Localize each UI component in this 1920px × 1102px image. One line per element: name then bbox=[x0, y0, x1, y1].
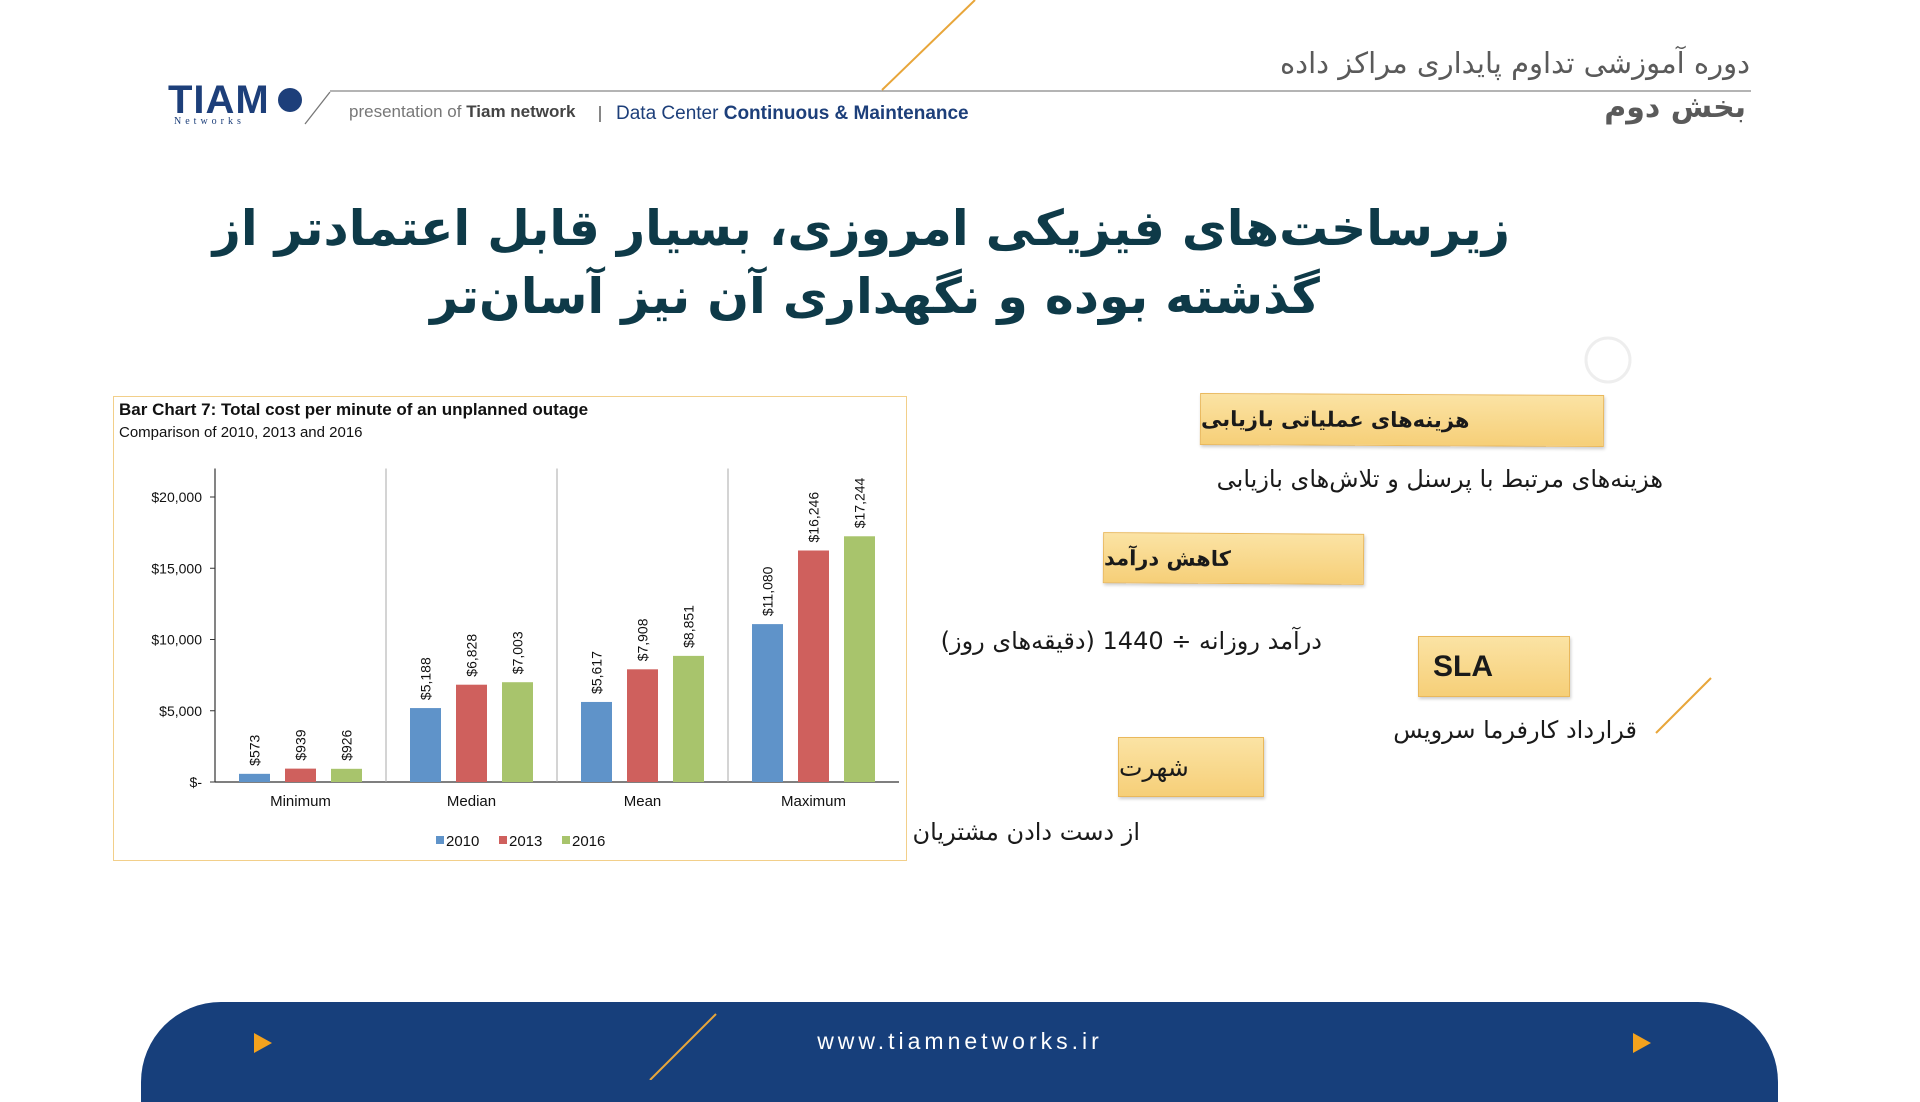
data-label: $11,080 bbox=[760, 566, 776, 616]
data-label: $17,244 bbox=[852, 477, 868, 528]
slide-title: گذشته بوده و نگهداری آن نیز آسان‌تر bbox=[430, 268, 1320, 325]
chart-title: Bar Chart 7: Total cost per minute of an… bbox=[119, 400, 588, 419]
accent-line bbox=[649, 1013, 717, 1080]
data-label: $926 bbox=[339, 729, 355, 760]
data-label: $7,003 bbox=[510, 631, 526, 674]
logo-text: TIAM bbox=[168, 78, 270, 122]
logo-globe bbox=[278, 88, 302, 112]
topic-light: Data Center bbox=[616, 103, 719, 124]
bar bbox=[239, 773, 270, 782]
presentation-of: presentation of Tiam network bbox=[349, 102, 575, 122]
accent-line bbox=[1655, 677, 1712, 734]
presentation-label: presentation of bbox=[349, 102, 462, 121]
card-text: هزینه‌های مرتبط با پرسنل و تلاش‌های بازی… bbox=[1216, 465, 1663, 493]
y-tick-label: $- bbox=[190, 774, 203, 790]
card: شهرت bbox=[1118, 737, 1264, 797]
x-tick-label: Maximum bbox=[781, 793, 846, 810]
bar bbox=[410, 708, 441, 782]
y-tick-label: $15,000 bbox=[151, 560, 202, 576]
legend-label: 2010 bbox=[446, 833, 479, 850]
bar bbox=[456, 684, 487, 782]
bar bbox=[627, 669, 658, 782]
card-text: قرارداد کارفرما سرویس bbox=[1393, 716, 1637, 744]
x-tick-label: Mean bbox=[624, 793, 662, 810]
topic: Data Center Continuous & Maintenance bbox=[616, 103, 969, 125]
card: کاهش درآمد bbox=[1102, 532, 1365, 585]
bar bbox=[752, 624, 783, 782]
data-label: $939 bbox=[293, 729, 309, 760]
chart: Bar Chart 7: Total cost per minute of an… bbox=[113, 396, 907, 861]
company: Tiam network bbox=[466, 102, 576, 121]
play-icon bbox=[1633, 1033, 1651, 1053]
bar bbox=[285, 768, 316, 782]
slide-title: زیرساخت‌های فیزیکی امروزی، بسیار قابل اع… bbox=[212, 200, 1510, 257]
card: SLA bbox=[1418, 636, 1570, 697]
footer-url: www.tiamnetworks.ir bbox=[817, 1028, 1103, 1054]
y-tick-label: $5,000 bbox=[159, 703, 202, 719]
logo-sub: Networks bbox=[174, 116, 245, 127]
bar bbox=[798, 550, 829, 782]
card: هزینه‌های عملیاتی بازیابی bbox=[1199, 392, 1605, 448]
data-label: $573 bbox=[247, 734, 263, 765]
bar bbox=[844, 536, 875, 782]
accent-line bbox=[881, 0, 976, 91]
y-tick-label: $20,000 bbox=[151, 489, 202, 505]
legend-label: 2013 bbox=[509, 833, 542, 850]
play-icon bbox=[254, 1033, 272, 1053]
y-tick-label: $10,000 bbox=[151, 632, 202, 648]
chart-subtitle: Comparison of 2010, 2013 and 2016 bbox=[119, 424, 363, 441]
bar bbox=[581, 701, 612, 782]
data-label: $6,828 bbox=[464, 634, 480, 677]
bar bbox=[502, 682, 533, 782]
data-label: $16,246 bbox=[806, 492, 822, 543]
bar bbox=[673, 655, 704, 782]
x-tick-label: Median bbox=[447, 793, 496, 810]
topic-bold: Continuous & Maintenance bbox=[723, 103, 969, 124]
card-text: درآمد روزانه ÷ 1440 (دقیقه‌های روز) bbox=[940, 627, 1322, 655]
legend-swatch bbox=[499, 836, 507, 844]
legend-label: 2016 bbox=[572, 833, 605, 850]
bar bbox=[331, 768, 362, 782]
course-title: دوره آموزشی تداوم پایداری مراکز داده bbox=[1279, 46, 1750, 80]
part-title: بخش دوم bbox=[1604, 90, 1746, 125]
data-label: $5,188 bbox=[418, 657, 434, 700]
x-tick-label: Minimum bbox=[270, 793, 331, 810]
card-text: از دست دادن مشتریان bbox=[912, 818, 1140, 846]
data-label: $7,908 bbox=[635, 618, 651, 661]
data-label: $5,617 bbox=[589, 651, 605, 694]
footer-deco bbox=[254, 1013, 1651, 1080]
legend-swatch bbox=[562, 836, 570, 844]
legend-swatch bbox=[436, 836, 444, 844]
data-label: $8,851 bbox=[681, 605, 697, 648]
watermark bbox=[1584, 336, 1632, 384]
logo-slash bbox=[304, 91, 331, 125]
